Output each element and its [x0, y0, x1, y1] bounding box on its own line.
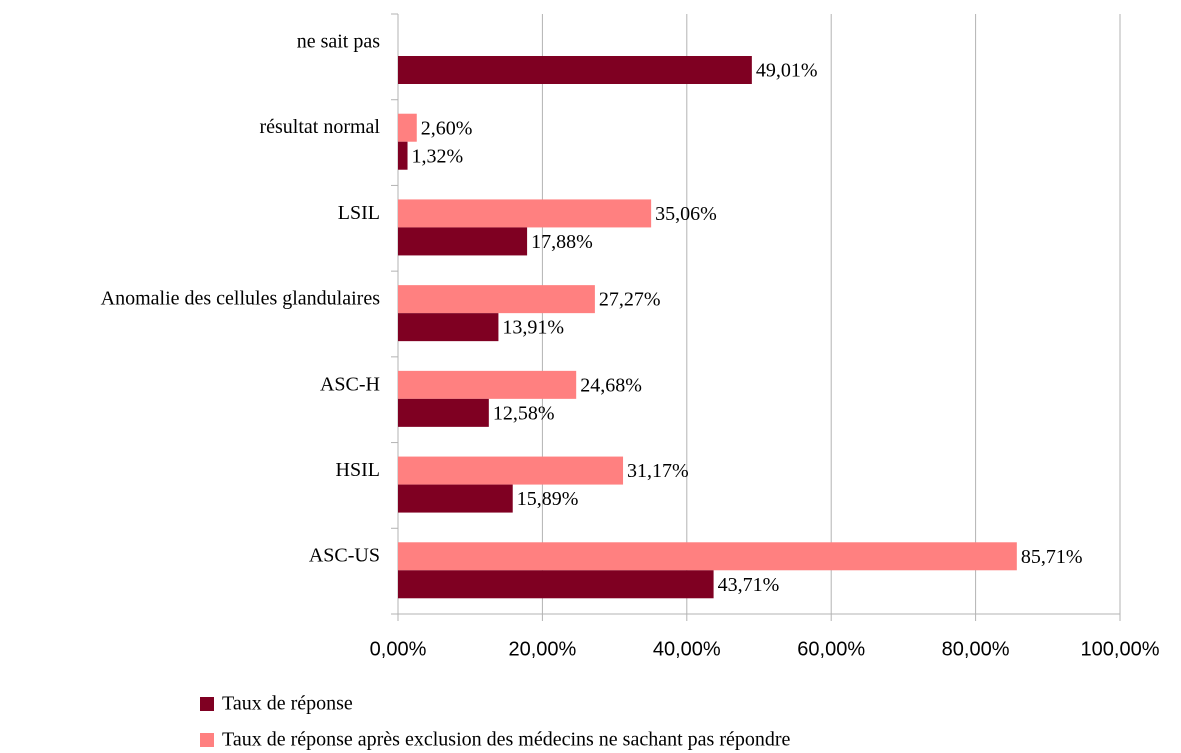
x-tick-label: 80,00% [942, 638, 1010, 660]
bar [398, 113, 417, 142]
x-tick-label: 60,00% [797, 638, 865, 660]
value-label: 12,58% [493, 402, 555, 424]
y-tick-label: ne sait pas [297, 30, 381, 52]
bar [398, 141, 408, 170]
bar [398, 398, 489, 427]
bar [398, 570, 714, 599]
bar [398, 227, 528, 256]
bar [398, 484, 513, 513]
value-label: 1,32% [412, 145, 464, 167]
y-tick-label: ASC-US [309, 545, 380, 567]
value-label: 31,17% [627, 460, 689, 482]
value-label: 13,91% [502, 317, 564, 339]
value-label: 2,60% [421, 117, 473, 139]
legend-label: Taux de réponse après exclusion des méde… [222, 729, 791, 751]
value-label: 24,68% [580, 374, 642, 396]
legend-label: Taux de réponse [222, 693, 353, 715]
x-tick-label: 0,00% [370, 638, 427, 660]
x-tick-label: 100,00% [1081, 638, 1160, 660]
bar [398, 542, 1017, 571]
bar [398, 56, 752, 84]
bar [398, 370, 577, 399]
bar [398, 285, 595, 314]
y-tick-label: Anomalie des cellules glandulaires [101, 288, 381, 310]
x-tick-label: 40,00% [653, 638, 721, 660]
y-tick-label: résultat normal [259, 116, 380, 138]
bar [398, 456, 624, 485]
value-label: 43,71% [718, 574, 780, 596]
value-label: 49,01% [756, 60, 818, 82]
value-label: 27,27% [599, 289, 661, 311]
y-tick-label: ASC-H [320, 373, 380, 395]
x-tick-label: 20,00% [508, 638, 576, 660]
value-label: 35,06% [655, 203, 717, 225]
legend-swatch [200, 733, 214, 747]
value-label: 85,71% [1021, 546, 1083, 568]
value-label: 17,88% [531, 231, 593, 253]
bar [398, 199, 652, 228]
value-label: 15,89% [517, 488, 579, 510]
bar [398, 313, 499, 342]
y-tick-label: LSIL [338, 202, 380, 224]
y-tick-label: HSIL [336, 459, 380, 481]
legend-swatch [200, 697, 214, 711]
